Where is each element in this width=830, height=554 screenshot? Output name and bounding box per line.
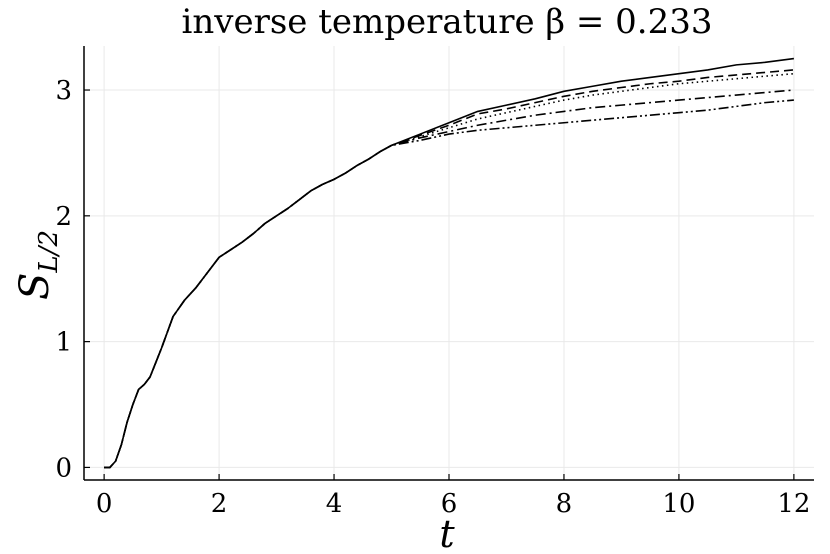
series-line-5 xyxy=(104,99,794,469)
y-axis-label-sub: L/2 xyxy=(34,230,64,274)
series-layer xyxy=(104,57,794,469)
y-tick-label: 3 xyxy=(55,76,72,106)
x-tick-label: 10 xyxy=(662,489,695,519)
x-axis-label: t xyxy=(439,512,455,554)
x-tick-label: 0 xyxy=(96,489,113,519)
y-axis-label-main: S xyxy=(12,273,58,300)
x-tick-label: 4 xyxy=(326,489,343,519)
y-axis-label: SL/2 xyxy=(12,230,64,300)
y-tick-label: 1 xyxy=(55,328,72,358)
series-line-3 xyxy=(104,72,794,469)
x-tick-label: 8 xyxy=(556,489,573,519)
y-tick-label: 0 xyxy=(55,453,72,483)
x-tick-label: 12 xyxy=(777,489,810,519)
grid-layer xyxy=(84,46,814,480)
x-tick-label: 2 xyxy=(211,489,228,519)
y-tick-label: 2 xyxy=(55,202,72,232)
chart-title: inverse temperature β = 0.233 xyxy=(181,2,712,42)
x-tick-label: 6 xyxy=(441,489,458,519)
